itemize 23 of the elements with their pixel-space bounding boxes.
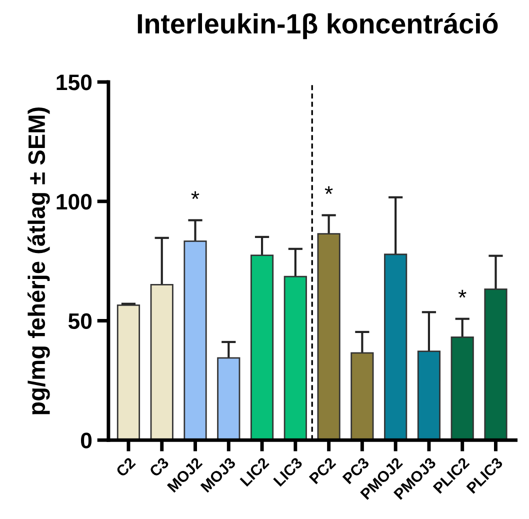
y-tick-label: 100 (56, 194, 92, 210)
bar (484, 288, 508, 440)
bar (417, 350, 441, 440)
bar (150, 284, 174, 440)
data-label: * (458, 290, 466, 298)
bar (317, 233, 340, 440)
y-axis-title: pg/mg fehérje (átlag ± SEM) (28, 108, 50, 414)
bar (284, 276, 307, 440)
bar (184, 240, 207, 440)
x-tick-label: C3 (148, 456, 170, 478)
data-label: * (191, 191, 200, 200)
bar (250, 254, 274, 440)
y-tick-label: 0 (80, 432, 92, 448)
chart-title: Interleukin-1β koncentráció (138, 12, 498, 40)
y-tick-label: 50 (68, 313, 92, 330)
x-tick-label: C2 (115, 456, 136, 478)
bar (450, 336, 474, 440)
y-tick-label: 150 (56, 74, 92, 90)
bar (217, 357, 240, 440)
bar (116, 304, 140, 440)
bar (384, 254, 408, 440)
data-label: * (324, 186, 333, 194)
bar (350, 352, 374, 440)
